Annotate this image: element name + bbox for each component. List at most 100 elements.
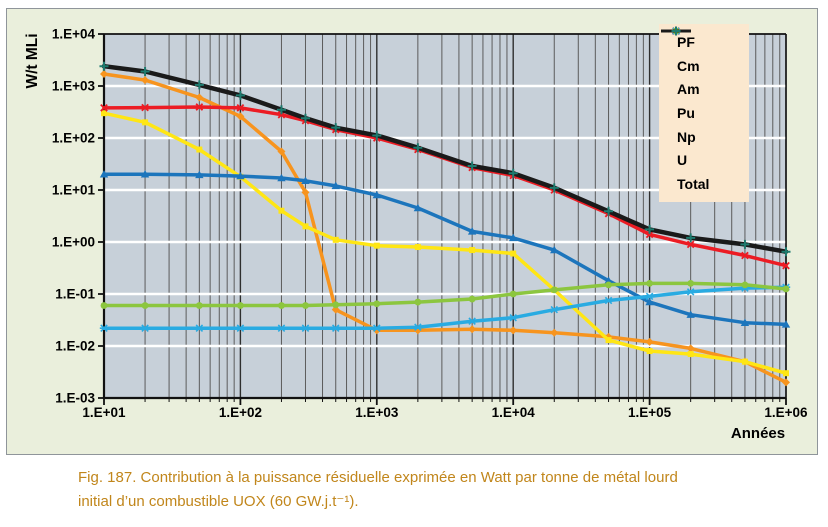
series-marker-pu — [195, 103, 204, 111]
series-marker-total — [276, 105, 286, 115]
series-marker-pu — [741, 251, 749, 260]
figure-box: 1.E+04 1.E+03 1.E+02 1.E+01 1.E+00 1.E-01 1.E-… — [6, 8, 818, 455]
legend-label-np: Np — [677, 128, 696, 145]
legend-label-pf: PF — [677, 34, 695, 51]
series-marker-u — [782, 285, 790, 293]
series-marker-total — [686, 233, 696, 243]
series-marker-u — [195, 302, 203, 309]
legend-item-cm: Cm — [661, 28, 749, 78]
series-marker-pf — [331, 305, 340, 314]
series-marker-am — [301, 176, 310, 185]
series-marker-np — [467, 317, 477, 325]
series-marker-am — [413, 203, 423, 212]
series-marker-total — [645, 224, 655, 234]
y-tick-label: 1.E-03 — [55, 391, 95, 406]
series-marker-pu — [782, 261, 790, 270]
series-marker-np — [372, 324, 381, 332]
series-marker-pu — [645, 230, 654, 239]
y-tick-label: 1.E-01 — [55, 287, 95, 302]
caption-line-2: initial d’un combustible UOX (60 GW.j.t⁻… — [78, 493, 359, 510]
series-marker-pf — [645, 337, 654, 346]
series-marker-pf — [141, 76, 150, 85]
series-marker-u — [100, 302, 108, 309]
series-marker-pf — [195, 93, 204, 102]
series-marker-total — [781, 247, 791, 257]
x-tick-label: 1.E+06 — [764, 405, 808, 420]
series-marker-u — [278, 302, 285, 309]
series-marker-am — [550, 245, 559, 254]
x-tick-label: 1.E+05 — [628, 405, 672, 420]
series-marker-am — [645, 297, 654, 306]
series-marker-pf — [509, 326, 518, 335]
legend-item-am: Am — [661, 26, 749, 102]
series-marker-total — [604, 206, 614, 216]
legend-label-am: Am — [677, 81, 700, 98]
series-marker-total — [467, 161, 477, 171]
x-tick-label: 1.E+01 — [82, 405, 126, 420]
series-marker-pf — [468, 325, 477, 334]
series-marker-am — [509, 233, 518, 242]
series-marker-total — [235, 90, 245, 100]
series-marker-u — [605, 281, 612, 289]
series-marker-cm — [469, 247, 476, 254]
series-marker-cm — [332, 236, 339, 243]
series-marker-total — [331, 123, 341, 133]
series-marker-am — [467, 227, 477, 235]
series-marker-u — [741, 281, 749, 289]
series-marker-np — [140, 324, 150, 332]
series-marker-pf — [100, 70, 108, 79]
series-marker-np — [195, 324, 204, 332]
series-marker-total — [413, 143, 423, 153]
series-marker-np — [550, 305, 559, 314]
series-marker-total — [194, 80, 204, 90]
x-tick-label: 1.E+04 — [492, 405, 536, 420]
series-marker-total — [372, 130, 382, 140]
series-marker-u — [373, 300, 381, 308]
y-axis-title: W/t MLi — [24, 33, 41, 88]
series-marker-am — [140, 170, 150, 178]
series-marker-np — [686, 288, 695, 296]
series-marker-pf — [301, 188, 310, 197]
series-marker-u — [468, 295, 476, 303]
series-marker-np — [413, 323, 423, 331]
series-marker-pu — [236, 104, 245, 112]
legend-label-cm: Cm — [677, 57, 700, 74]
series-marker-total — [549, 183, 559, 193]
series-marker-am — [781, 320, 791, 328]
series-marker-am — [195, 170, 204, 179]
y-tick-label: 1.E+02 — [52, 131, 95, 146]
series-marker-cm — [196, 146, 203, 153]
series-marker-am — [236, 171, 245, 180]
legend-item-total: Total — [661, 26, 749, 196]
series-marker-u — [237, 302, 244, 309]
legend-marker-total — [671, 26, 681, 36]
series-marker-am — [372, 190, 381, 199]
series-marker-pf — [277, 147, 286, 156]
series-marker-u — [550, 286, 558, 294]
series-marker-cm — [741, 358, 748, 365]
series-marker-pu — [100, 104, 108, 112]
series-marker-u — [332, 301, 340, 309]
series-marker-np — [236, 324, 245, 332]
series-marker-u — [509, 290, 517, 298]
series-marker-am — [277, 173, 286, 182]
series-marker-cm — [646, 348, 653, 355]
series-marker-am — [331, 181, 340, 190]
series-marker-cm — [302, 223, 309, 230]
legend-item-np: Np — [661, 27, 749, 149]
series-marker-cm — [605, 337, 612, 344]
series-marker-total — [140, 67, 150, 77]
series-marker-total — [508, 168, 518, 178]
series-marker-total — [99, 61, 109, 71]
y-tick-label: 1.E+04 — [52, 27, 96, 42]
x-axis-title: Années — [731, 425, 785, 442]
x-tick-label: 1.E+03 — [355, 405, 399, 420]
y-tick-label: 1.E-02 — [55, 339, 95, 354]
y-tick-label: 1.E+03 — [52, 79, 96, 94]
series-marker-cm — [101, 110, 107, 117]
legend-line-sample-total — [661, 26, 691, 36]
series-marker-am — [686, 310, 695, 318]
series-marker-u — [141, 302, 149, 309]
legend-label-u: U — [677, 152, 688, 169]
legend-label-pu: Pu — [677, 105, 695, 121]
